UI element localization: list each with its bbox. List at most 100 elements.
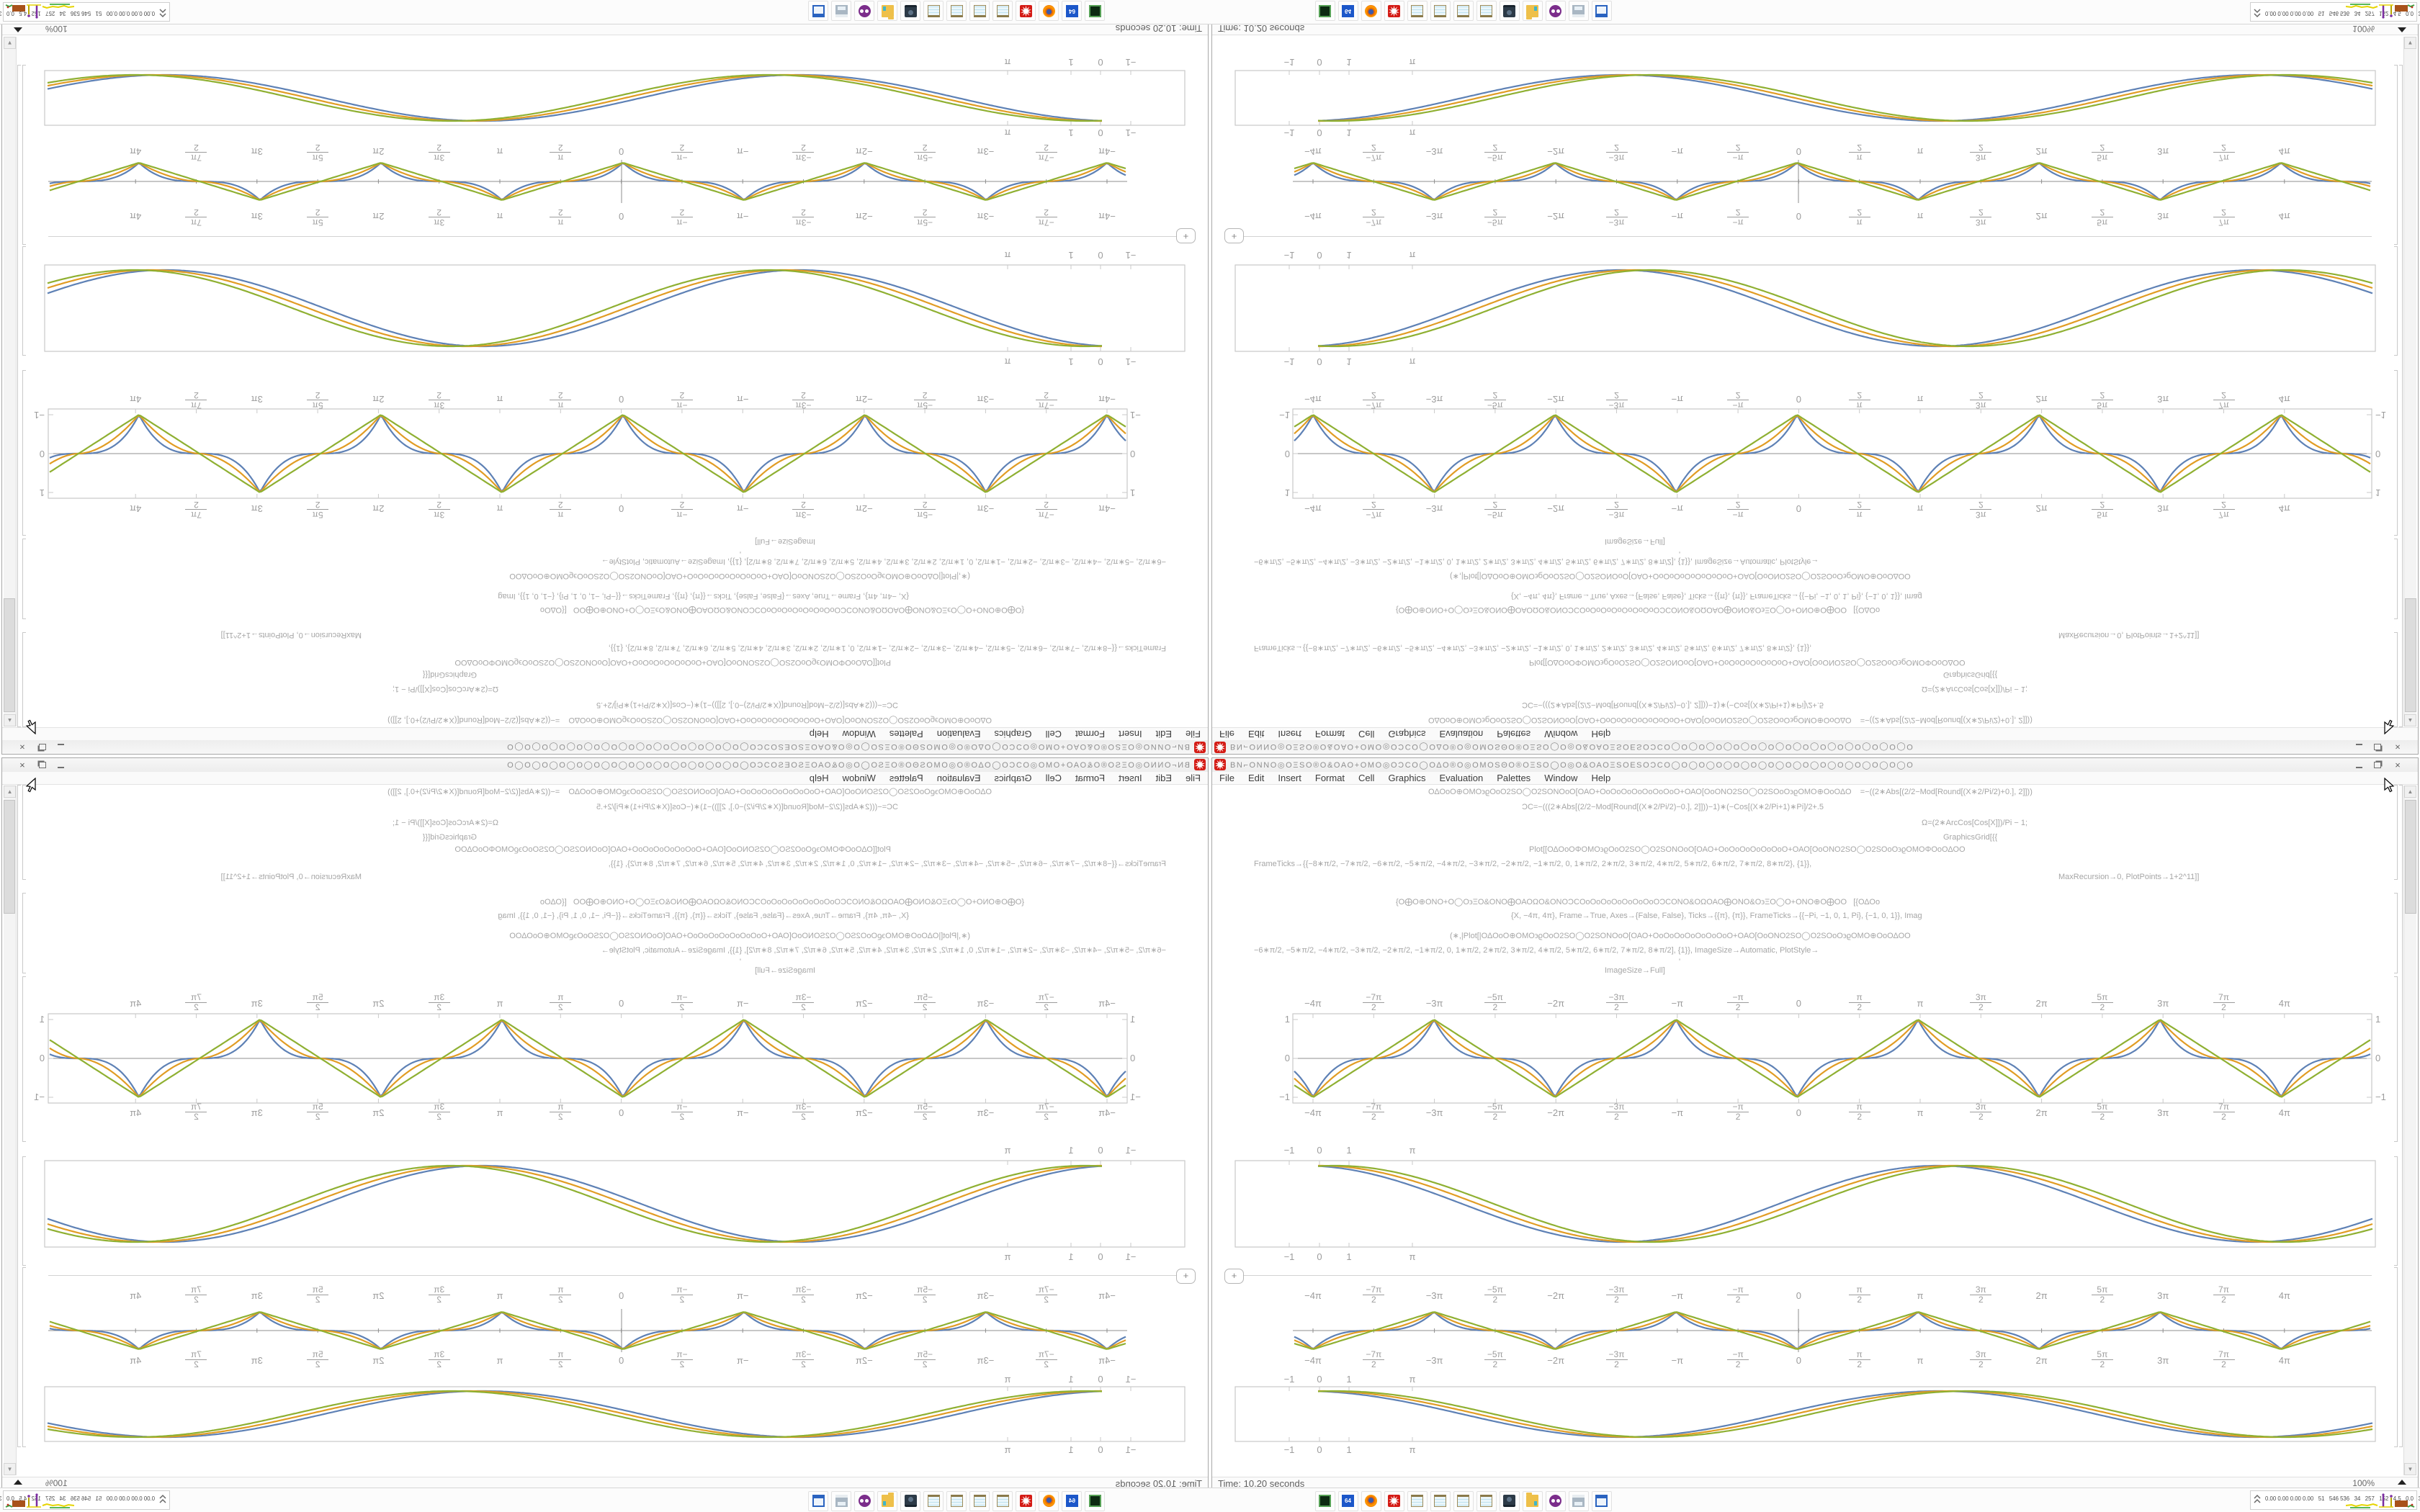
taskbar-launcher-window-manager-icon[interactable] [1592,1491,1612,1511]
zoom-caret-icon[interactable] [2398,1480,2406,1485]
taskbar-launcher-firefox-icon[interactable] [1039,1,1059,21]
taskbar-launcher-printer-icon[interactable] [1569,1,1589,21]
taskbar-launcher-notepad-icon[interactable] [1476,1,1497,21]
taskbar-launcher-notepad-icon[interactable] [946,1,967,21]
cell-bracket[interactable] [2394,246,2398,356]
taskbar-launcher-notepad-icon[interactable] [1430,1,1451,21]
taskbar-launcher-window-manager-icon[interactable] [808,1491,828,1511]
insert-cell-button[interactable]: + [1176,1269,1196,1284]
taskbar-launcher-goggles-app-icon[interactable] [854,1,874,21]
taskbar-launcher-goggles-app-icon[interactable] [1546,1,1566,21]
cell-group-bracket[interactable] [17,785,21,1447]
insert-cell-button[interactable]: + [1176,228,1196,243]
taskbar-launcher-printer-icon[interactable] [831,1491,851,1511]
menu-item-window[interactable]: Window [1544,773,1578,783]
cell-bracket[interactable] [2394,65,2398,245]
cell-bracket[interactable] [2394,893,2398,973]
taskbar-launcher-terminal-icon[interactable] [1315,1491,1335,1511]
system-monitor-widget[interactable]: 0.00 0.00 0.00 0.00 51 546 536 34 257 15… [0,2,170,22]
taskbar-launcher-media-player-icon[interactable] [900,1,920,21]
taskbar-launcher-goggles-app-icon[interactable] [1546,1491,1566,1511]
taskbar-launcher-media-player-icon[interactable] [1500,1,1520,21]
taskbar-launcher-notepad-icon[interactable] [969,1491,990,1511]
cell-bracket[interactable] [22,632,26,727]
taskbar-launcher-media-player-icon[interactable] [900,1491,920,1511]
taskbar-launcher-floppy-64-icon[interactable]: 64 [1062,1491,1082,1511]
taskbar-launcher-mathematica-spikey-icon[interactable] [1384,1491,1404,1511]
taskbar-launcher-notepad-icon[interactable] [1430,1491,1451,1511]
taskbar-launcher-notepad-icon[interactable] [1453,1491,1474,1511]
taskbar-launcher-printer-icon[interactable] [1569,1491,1589,1511]
taskbar-launcher-floppy-64-icon[interactable]: 64 [1338,1491,1358,1511]
cell-bracket[interactable] [22,1156,26,1266]
menu-item-graphics[interactable]: Graphics [1388,773,1426,783]
scroll-down-button[interactable]: ▼ [2404,1463,2416,1475]
taskbar-launcher-printer-icon[interactable] [831,1,851,21]
taskbar-launcher-mathematica-spikey-icon[interactable] [1384,1,1404,21]
cell-bracket[interactable] [22,65,26,245]
taskbar-launcher-notepad-icon[interactable] [1407,1,1428,21]
system-monitor-widget[interactable]: 0.00 0.00 0.00 0.00 51 546 536 34 257 15… [2250,1490,2420,1510]
menu-item-edit[interactable]: Edit [1247,773,1265,783]
taskbar-launcher-mathematica-spikey-icon[interactable] [1016,1,1036,21]
expand-chevrons-icon[interactable] [2254,4,2261,18]
taskbar-launcher-firefox-icon[interactable] [1361,1,1381,21]
cell-bracket[interactable] [2394,1156,2398,1266]
taskbar-launcher-folder-icon[interactable] [877,1491,897,1511]
taskbar-launcher-terminal-icon[interactable] [1315,1,1335,21]
cell-group-bracket[interactable] [2399,65,2403,727]
taskbar-launcher-floppy-64-icon[interactable]: 64 [1062,1,1082,21]
taskbar-launcher-folder-icon[interactable] [877,1,897,21]
taskbar-launcher-notepad-icon[interactable] [992,1491,1013,1511]
restore-button[interactable] [2370,760,2385,770]
cell-bracket[interactable] [22,1267,26,1447]
taskbar-launcher-notepad-icon[interactable] [969,1,990,21]
taskbar-launcher-notepad-icon[interactable] [923,1491,944,1511]
menu-item-insert[interactable]: Insert [1278,773,1301,783]
taskbar-launcher-folder-icon[interactable] [1523,1,1543,21]
taskbar-launcher-terminal-icon[interactable] [1085,1491,1105,1511]
expand-chevrons-icon[interactable] [159,1494,166,1508]
menu-item-cell[interactable]: Cell [1358,773,1375,783]
cell-bracket[interactable] [22,246,26,356]
expand-chevrons-icon[interactable] [159,4,166,18]
cell-bracket[interactable] [22,539,26,619]
insert-cell-button[interactable]: + [1224,228,1244,243]
taskbar-launcher-notepad-icon[interactable] [1453,1,1474,21]
cell-group-bracket[interactable] [17,65,21,727]
cell-bracket[interactable] [22,785,26,880]
system-monitor-widget[interactable]: 0.00 0.00 0.00 0.00 51 546 536 34 257 15… [0,1490,170,1510]
insert-cell-button[interactable]: + [1224,1269,1244,1284]
cell-bracket[interactable] [22,976,26,1142]
cell-group-bracket[interactable] [2399,785,2403,1447]
taskbar-launcher-firefox-icon[interactable] [1361,1491,1381,1511]
scroll-up-button[interactable]: ▲ [2404,786,2416,798]
taskbar-launcher-notepad-icon[interactable] [1407,1491,1428,1511]
taskbar-launcher-folder-icon[interactable] [1523,1491,1543,1511]
cell-bracket[interactable] [2394,976,2398,1142]
taskbar-launcher-notepad-icon[interactable] [923,1,944,21]
menu-item-evaluation[interactable]: Evaluation [1439,773,1484,783]
taskbar-launcher-notepad-icon[interactable] [946,1491,967,1511]
close-button[interactable]: × [2395,760,2401,770]
taskbar-launcher-floppy-64-icon[interactable]: 64 [1338,1,1358,21]
cell-bracket[interactable] [22,370,26,536]
menu-item-palettes[interactable]: Palettes [1497,773,1531,783]
menu-item-help[interactable]: Help [1591,773,1611,783]
menu-item-file[interactable]: File [1219,773,1234,783]
cell-bracket[interactable] [2394,632,2398,727]
cell-bracket[interactable] [2394,1267,2398,1447]
cell-bracket[interactable] [2394,539,2398,619]
taskbar-launcher-notepad-icon[interactable] [1476,1491,1497,1511]
minimize-button[interactable] [2352,760,2366,770]
taskbar-launcher-window-manager-icon[interactable] [1592,1,1612,21]
taskbar-launcher-terminal-icon[interactable] [1085,1,1105,21]
cell-bracket[interactable] [2394,785,2398,880]
scrollbar-thumb[interactable] [2405,800,2416,914]
taskbar-launcher-goggles-app-icon[interactable] [854,1491,874,1511]
taskbar-launcher-window-manager-icon[interactable] [808,1,828,21]
taskbar-launcher-media-player-icon[interactable] [1500,1491,1520,1511]
taskbar-launcher-notepad-icon[interactable] [992,1,1013,21]
expand-chevrons-icon[interactable] [2254,1494,2261,1508]
system-monitor-widget[interactable]: 0.00 0.00 0.00 0.00 51 546 536 34 257 15… [2250,2,2420,22]
